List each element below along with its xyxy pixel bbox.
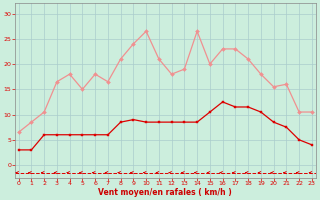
X-axis label: Vent moyen/en rafales ( km/h ): Vent moyen/en rafales ( km/h ) [98, 188, 232, 197]
